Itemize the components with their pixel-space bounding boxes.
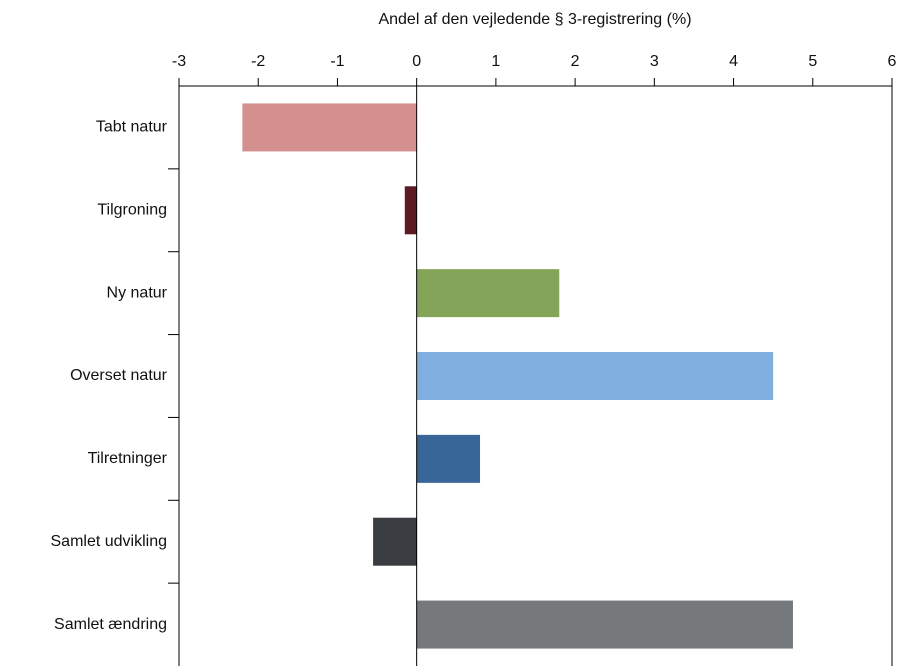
- x-tick-label: 3: [650, 53, 659, 70]
- x-tick-label: 0: [412, 53, 421, 70]
- bar: [416, 434, 481, 483]
- bar: [416, 352, 774, 400]
- x-tick-label: -1: [330, 53, 344, 70]
- bar: [416, 600, 793, 649]
- bar: [416, 269, 560, 318]
- x-tick-label: -3: [172, 53, 186, 70]
- x-tick-label: 2: [571, 53, 580, 70]
- x-tick-label: 6: [888, 53, 897, 70]
- x-tick-label: -2: [251, 53, 265, 70]
- y-tick-label: Tilretninger: [88, 450, 168, 467]
- y-tick-label: Samlet ændring: [54, 616, 167, 633]
- bar: [373, 517, 417, 566]
- x-tick-label: 4: [729, 53, 738, 70]
- x-tick-label: 5: [808, 53, 817, 70]
- chart-title: Andel af den vejledende § 3-registrering…: [378, 11, 691, 28]
- y-tick-label: Tabt natur: [96, 119, 168, 136]
- y-tick-label: Overset natur: [70, 367, 168, 384]
- bar: [242, 103, 417, 152]
- y-tick-label: Ny natur: [107, 284, 168, 301]
- y-tick-label: Tilgroning: [97, 202, 167, 219]
- y-tick-label: Samlet udvikling: [51, 533, 168, 550]
- bar: [404, 186, 417, 235]
- x-tick-label: 1: [491, 53, 500, 70]
